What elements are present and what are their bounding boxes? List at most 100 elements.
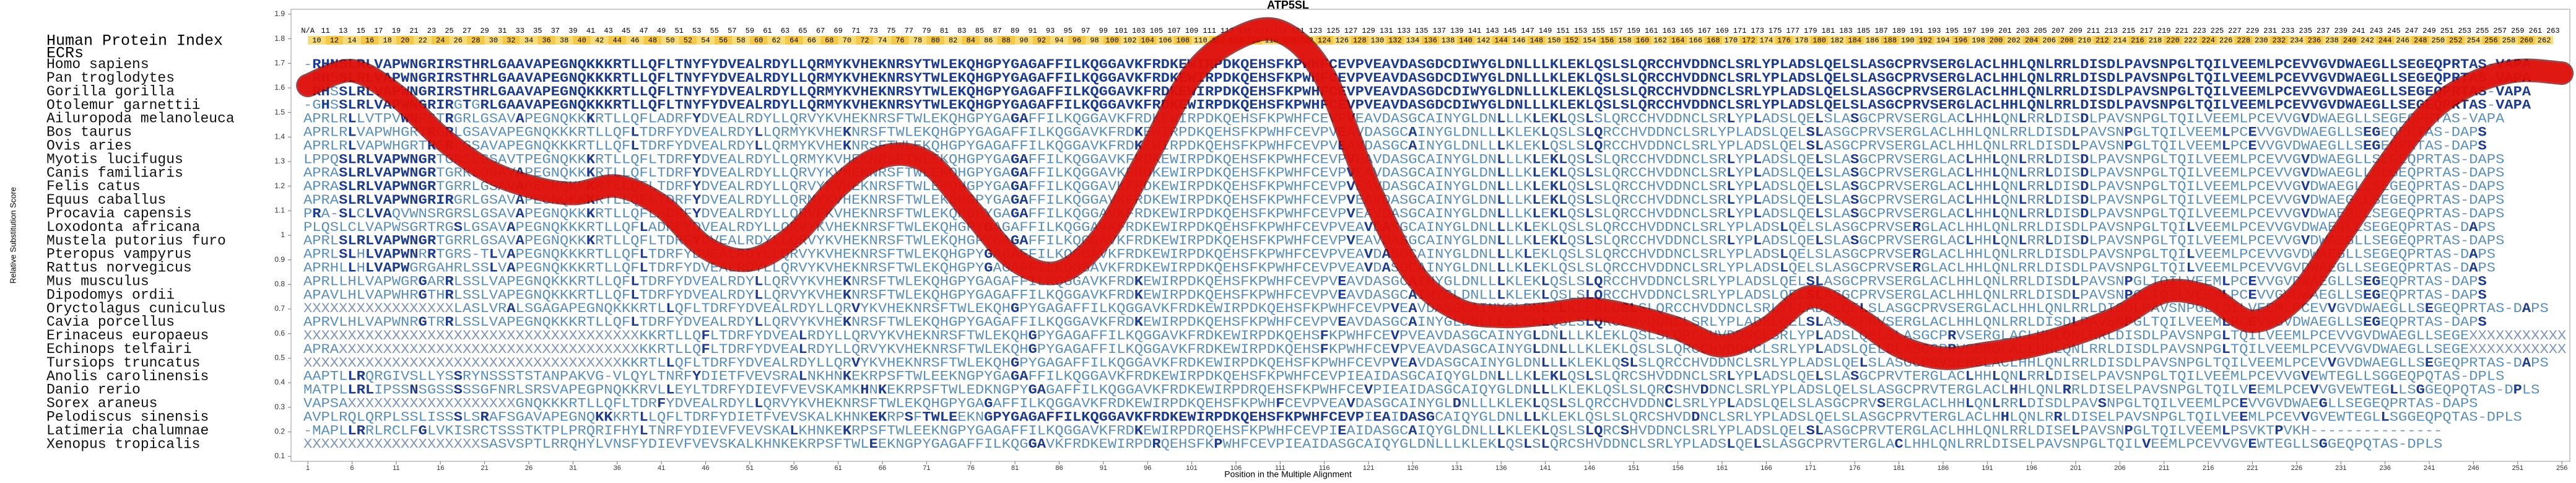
x-tick-label: 116 xyxy=(1319,464,1330,472)
y-tick-label: 0.3 xyxy=(274,402,285,411)
index-number: 218 xyxy=(2149,37,2162,45)
index-number: 244 xyxy=(2378,37,2392,45)
y-tick-label: 1.8 xyxy=(274,34,285,43)
x-tick-label: 206 xyxy=(2114,464,2125,472)
index-number: 45 xyxy=(622,27,630,35)
index-number: 97 xyxy=(1081,27,1090,35)
x-tick-label: 256 xyxy=(2556,464,2567,472)
x-tick-label: 6 xyxy=(350,464,354,472)
index-number: 179 xyxy=(1804,27,1817,35)
index-number: 104 xyxy=(1141,37,1154,45)
index-number: 38 xyxy=(560,37,568,45)
index-number: 30 xyxy=(489,37,498,45)
index-number: 241 xyxy=(2352,27,2365,35)
index-number: 56 xyxy=(719,37,728,45)
index-number: 178 xyxy=(1795,37,1809,45)
index-number: 164 xyxy=(1671,37,1685,45)
index-number: 192 xyxy=(1919,37,1933,45)
index-number: 252 xyxy=(2449,37,2463,45)
index-number: 53 xyxy=(692,27,701,35)
index-number: 93 xyxy=(1046,27,1055,35)
x-tick-label: 41 xyxy=(658,464,665,472)
index-number: 161 xyxy=(1645,27,1658,35)
index-number: 226 xyxy=(2219,37,2233,45)
index-number: 228 xyxy=(2237,37,2250,45)
index-number: 145 xyxy=(1503,27,1517,35)
index-number: 13 xyxy=(339,27,347,35)
index-number: 36 xyxy=(542,37,550,45)
index-number: 224 xyxy=(2201,37,2215,45)
index-number: 235 xyxy=(2299,27,2312,35)
x-tick-label: 121 xyxy=(1363,464,1374,472)
index-number: 253 xyxy=(2458,27,2471,35)
x-tick-label: 216 xyxy=(2203,464,2214,472)
index-number: 127 xyxy=(1344,27,1358,35)
index-number: 214 xyxy=(2113,37,2127,45)
index-number: 131 xyxy=(1380,27,1393,35)
index-number: 106 xyxy=(1159,37,1172,45)
chart-title: ATP5SL xyxy=(1267,0,1309,11)
index-number: 210 xyxy=(2078,37,2092,45)
index-number: 254 xyxy=(2467,37,2481,45)
index-number: 125 xyxy=(1326,27,1340,35)
index-number: 201 xyxy=(1998,27,2012,35)
x-tick-label: 201 xyxy=(2070,464,2081,472)
x-tick-label: 141 xyxy=(1539,464,1551,472)
index-number: 216 xyxy=(2131,37,2144,45)
x-tick-label: 176 xyxy=(1849,464,1860,472)
index-number: 95 xyxy=(1064,27,1073,35)
index-number: 19 xyxy=(392,27,401,35)
index-number: 234 xyxy=(2290,37,2304,45)
x-tick-label: 196 xyxy=(2026,464,2037,472)
y-tick-label: 0.1 xyxy=(274,451,285,460)
y-tick-label: 1 xyxy=(281,230,285,239)
index-number: 48 xyxy=(648,37,657,45)
index-number: 149 xyxy=(1539,27,1552,35)
index-number: 124 xyxy=(1318,37,1331,45)
y-tick-label: 0.5 xyxy=(274,354,285,362)
index-number: 88 xyxy=(1002,37,1011,45)
x-tick-label: 236 xyxy=(2379,464,2390,472)
index-number: 189 xyxy=(1892,27,1906,35)
index-number: 52 xyxy=(684,37,692,45)
index-number: 29 xyxy=(480,27,489,35)
index-number: 166 xyxy=(1689,37,1702,45)
x-tick-label: 241 xyxy=(2424,464,2435,472)
index-number: 157 xyxy=(1609,27,1623,35)
index-number: 152 xyxy=(1565,37,1579,45)
x-tick-label: 51 xyxy=(746,464,754,472)
x-tick-label: 226 xyxy=(2291,464,2302,472)
index-number: 251 xyxy=(2440,27,2454,35)
index-number: 181 xyxy=(1822,27,1835,35)
index-number: 47 xyxy=(639,27,648,35)
index-number: 130 xyxy=(1371,37,1385,45)
x-tick-label: 146 xyxy=(1584,464,1595,472)
index-number: 227 xyxy=(2228,27,2242,35)
y-tick-label: 1.7 xyxy=(274,58,285,67)
index-number: 217 xyxy=(2139,27,2153,35)
index-number: 16 xyxy=(365,37,374,45)
index-number: 245 xyxy=(2387,27,2401,35)
x-tick-label: 16 xyxy=(437,464,444,472)
index-number: 76 xyxy=(895,37,904,45)
index-number: 162 xyxy=(1653,37,1667,45)
index-number: 35 xyxy=(533,27,542,35)
index-number: 22 xyxy=(418,37,427,45)
index-number: 172 xyxy=(1742,37,1756,45)
index-number: 256 xyxy=(2484,37,2498,45)
residue: S xyxy=(2496,206,2504,222)
index-number: 208 xyxy=(2060,37,2074,45)
index-number: 153 xyxy=(1574,27,1588,35)
index-number: 133 xyxy=(1397,27,1411,35)
y-axis-label: Relative Substitution Score xyxy=(8,187,17,284)
index-number: 142 xyxy=(1477,37,1490,45)
index-number: 105 xyxy=(1150,27,1164,35)
index-number: 230 xyxy=(2255,37,2268,45)
index-number: 257 xyxy=(2493,27,2507,35)
index-number: 188 xyxy=(1883,37,1897,45)
x-tick-label: 91 xyxy=(1100,464,1107,472)
x-tick-label: 186 xyxy=(1938,464,1949,472)
index-number: 146 xyxy=(1512,37,1526,45)
index-number: 123 xyxy=(1309,27,1323,35)
x-tick-label: 161 xyxy=(1717,464,1728,472)
